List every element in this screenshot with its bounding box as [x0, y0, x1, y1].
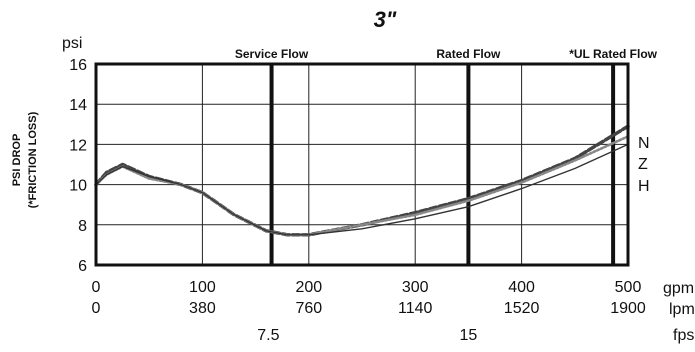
x-tick-label-lpm: 380 [189, 300, 216, 317]
y-tick-label: 16 [69, 57, 87, 74]
x-tick-label-gpm: 500 [615, 279, 642, 296]
x-unit-label-lpm: lpm [669, 301, 695, 318]
plot-frame [94, 62, 630, 267]
x-tick-label-lpm: 1140 [398, 300, 433, 317]
x-tick-label-gpm: 200 [295, 279, 322, 296]
y-axis-label-line-2: (*FRICTION LOSS) [27, 111, 39, 208]
x-tick-label-lpm: 1520 [504, 300, 540, 317]
series-line-n [94, 124, 630, 237]
x-tick-label-lpm: 1900 [610, 300, 646, 317]
x-tick-label-gpm: 400 [508, 279, 535, 296]
x-tick-label-fps: 7.5 [257, 327, 279, 344]
x-unit-label-gpm: gpm [663, 280, 694, 297]
y-tick-label: 6 [78, 258, 87, 275]
x-tick-label-gpm: 300 [402, 279, 429, 296]
series-line-h [95, 143, 629, 236]
grid-layer [96, 64, 628, 265]
series-label-n: N [638, 135, 650, 152]
y-tick-label: 8 [78, 218, 87, 235]
y-tick-label: 12 [69, 137, 87, 154]
series-label-z: Z [638, 156, 648, 173]
reference-line-label: Rated Flow [436, 47, 501, 61]
axis-ticks: 6 8 10 12 14 16 0 100 200 300 400 500 0 380 760 1140 152… [69, 57, 646, 344]
y-tick-label: 10 [69, 178, 87, 195]
y-axis-label-line-1: PSI DROP [11, 134, 23, 187]
x-tick-label-fps: 15 [460, 327, 478, 344]
y-unit-label: psi [62, 35, 82, 52]
x-unit-label-fps: fps [673, 327, 694, 344]
x-tick-label-lpm: 760 [295, 300, 322, 317]
y-tick-label: 14 [69, 97, 87, 114]
reference-lines: Service Flow Rated Flow *UL Rated Flow [235, 47, 658, 265]
series-line-z [94, 135, 630, 237]
series-label-h: H [638, 178, 650, 195]
x-tick-label-gpm: 100 [189, 279, 216, 296]
reference-line-label: Service Flow [235, 47, 309, 61]
reference-line-label: *UL Rated Flow [569, 47, 657, 61]
series-layer: NZH [94, 124, 650, 237]
x-tick-label-gpm: 0 [92, 279, 101, 296]
x-tick-label-lpm: 0 [92, 300, 101, 317]
chart-title: 3" [374, 7, 397, 32]
